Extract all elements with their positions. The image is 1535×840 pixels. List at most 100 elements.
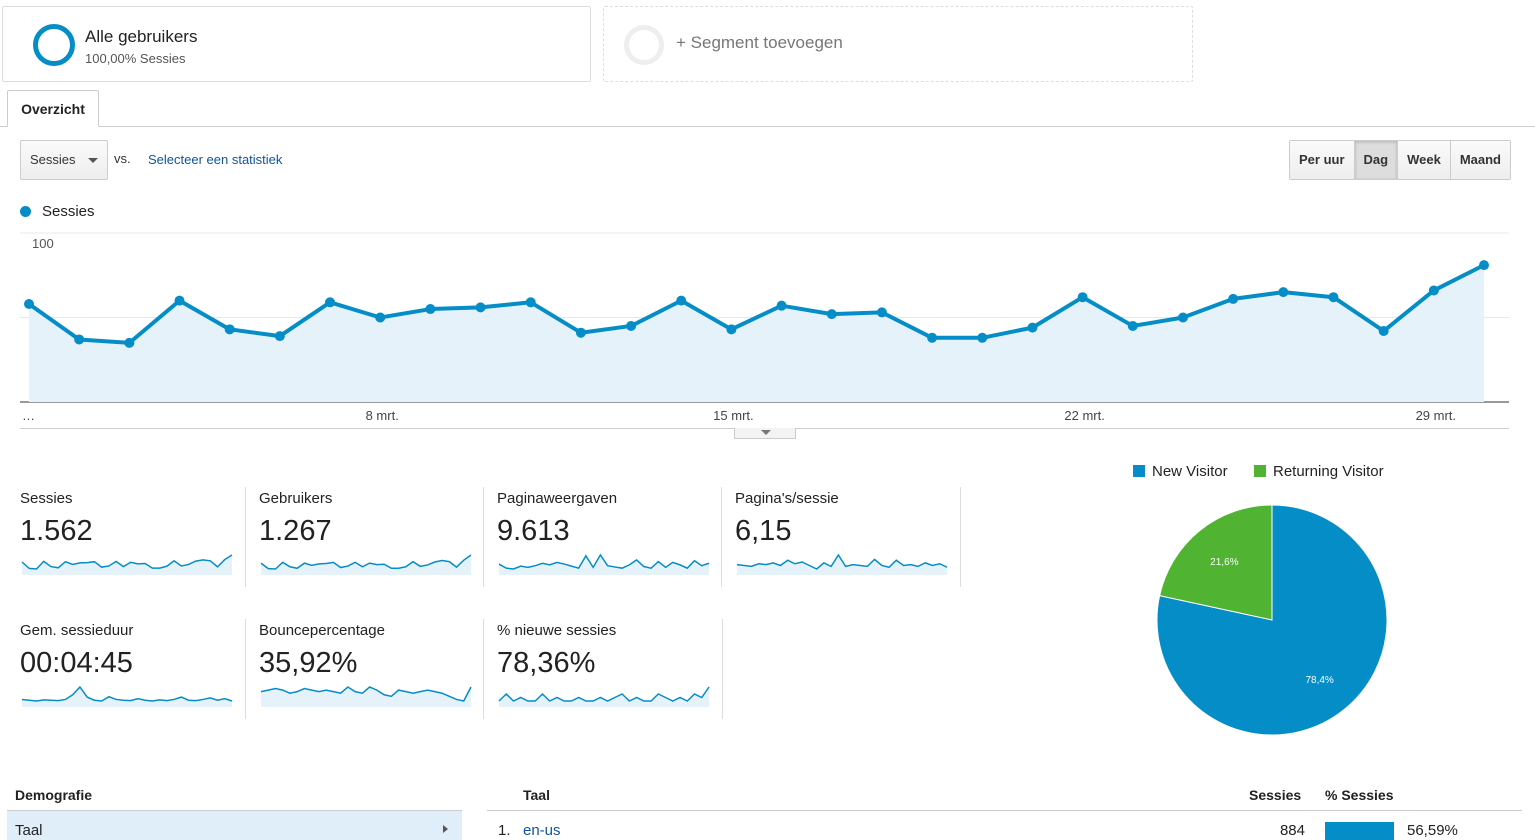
demo-header-line [7, 810, 462, 811]
col-header-sessies: Sessies [1249, 787, 1302, 803]
row-pct-bar [1325, 822, 1394, 840]
chart-collapse-handle[interactable] [734, 428, 796, 439]
legend-sessies-label: Sessies [42, 203, 95, 220]
data-point [1027, 322, 1038, 333]
metric-value: 00:04:45 [20, 647, 133, 679]
sparkline-area [737, 555, 947, 575]
metric-bouncepercentage: Bouncepercentage 35,92% [245, 619, 484, 719]
metric-label: Gem. sessieduur [20, 622, 134, 639]
data-point [1428, 285, 1439, 296]
pie-slice-label: 78,4% [1305, 675, 1333, 686]
segment-subtitle: 100,00% Sessies [85, 51, 186, 66]
week-button[interactable]: Week [1398, 141, 1451, 179]
metric-gem-sessieduur: Gem. sessieduur 00:04:45 [7, 619, 245, 719]
data-point [977, 332, 988, 343]
data-point [375, 312, 386, 323]
add-segment-button[interactable]: + Segment toevoegen [603, 6, 1193, 82]
metric-sparkline [498, 686, 710, 707]
metric-value: 1.267 [259, 515, 332, 547]
metric-value: 6,15 [735, 515, 792, 547]
y-tick-label: 100 [32, 236, 54, 251]
maand-button[interactable]: Maand [1450, 141, 1510, 179]
col-header-taal: Taal [523, 787, 550, 803]
x-tick-label: 15 mrt. [713, 408, 753, 423]
data-point [826, 309, 837, 320]
sparkline-line [21, 685, 233, 702]
per-uur-button[interactable]: Per uur [1290, 141, 1355, 179]
data-point [274, 331, 285, 342]
metric-sparkline [260, 686, 472, 707]
col-header-pct-sessies: % Sessies [1325, 787, 1394, 803]
metric-gebruikers: Gebruikers 1.267 [245, 487, 484, 587]
legend-sessies-dot [20, 206, 31, 217]
empty-segment-icon [624, 25, 664, 65]
data-point [1077, 292, 1088, 303]
select-metric-link[interactable]: Selecteer een statistiek [148, 152, 283, 167]
chevron-down-icon [88, 158, 98, 163]
row-language-link[interactable]: en-us [523, 822, 561, 839]
sparkline-line [260, 686, 472, 702]
segment-title: Alle gebruikers [85, 27, 198, 46]
legend-new-visitor-label[interactable]: New Visitor [1152, 463, 1228, 480]
sparkline-area [22, 687, 232, 707]
tab-overzicht[interactable]: Overzicht [7, 90, 99, 127]
pie-slice-new-visitor [1156, 504, 1388, 736]
chevron-down-icon [761, 430, 771, 435]
vs-label: vs. [114, 151, 131, 166]
metric-paginaweergaven: Paginaweergaven 9.613 [483, 487, 722, 587]
data-point [1378, 326, 1389, 337]
data-point [676, 295, 687, 306]
metric-paginas-per-sessie: Pagina's/sessie 6,15 [721, 487, 961, 587]
x-tick-label: 22 mrt. [1064, 408, 1104, 423]
data-point [124, 337, 135, 348]
x-tick-label: … [22, 408, 35, 423]
data-point [1278, 287, 1289, 298]
metric-label: Gebruikers [259, 490, 333, 507]
metric-sparkline [498, 553, 710, 575]
tab-bar-divider [0, 126, 1535, 127]
table-header-line [487, 810, 1522, 811]
data-point [325, 297, 336, 308]
legend-returning-visitor-label[interactable]: Returning Visitor [1273, 463, 1384, 480]
segment-all-users[interactable]: Alle gebruikers 100,00% Sessies [2, 6, 591, 82]
data-point [475, 302, 486, 313]
metric-nieuwe-sessies: % nieuwe sessies 78,36% [483, 619, 723, 719]
sparkline-line [260, 554, 472, 570]
data-point [726, 324, 737, 335]
metric-value: 9.613 [497, 515, 570, 547]
data-point [174, 295, 185, 306]
data-point [24, 298, 34, 309]
demo-item-label: Taal [15, 822, 43, 839]
segment-donut-icon [33, 24, 75, 66]
pie-slice-label: 21,6% [1210, 557, 1238, 568]
data-point [1328, 292, 1339, 303]
data-point [876, 307, 887, 318]
metric-select-value: Sessies [30, 152, 76, 167]
metric-value: 35,92% [259, 647, 358, 679]
metric-sparkline [260, 554, 472, 575]
metric-select[interactable]: Sessies [20, 140, 108, 180]
sparkline-line [498, 686, 710, 702]
data-point [74, 334, 85, 345]
data-point [1228, 293, 1239, 304]
series-area [29, 265, 1484, 402]
metric-sparkline [736, 553, 948, 575]
sessions-line-chart: 50100…8 mrt.15 mrt.22 mrt.29 mrt. [20, 232, 1509, 423]
granularity-toggle: Per uur Dag Week Maand [1289, 140, 1511, 180]
metric-label: Paginaweergaven [497, 490, 618, 507]
dag-button[interactable]: Dag [1354, 141, 1399, 179]
metric-label: % nieuwe sessies [497, 622, 617, 639]
data-point [224, 324, 235, 335]
metric-label: Bouncepercentage [259, 622, 385, 639]
row-pct: 56,59% [1407, 822, 1458, 839]
row-sessions: 884 [1279, 822, 1305, 839]
sparkline-area [499, 555, 709, 575]
sparkline-line [736, 553, 948, 570]
data-point [425, 304, 436, 315]
data-point [927, 332, 938, 343]
add-segment-label: + Segment toevoegen [676, 33, 843, 52]
data-point [776, 300, 787, 311]
data-point [1177, 312, 1188, 323]
demo-item-taal[interactable]: Taal [7, 811, 462, 840]
data-point [1127, 320, 1138, 331]
